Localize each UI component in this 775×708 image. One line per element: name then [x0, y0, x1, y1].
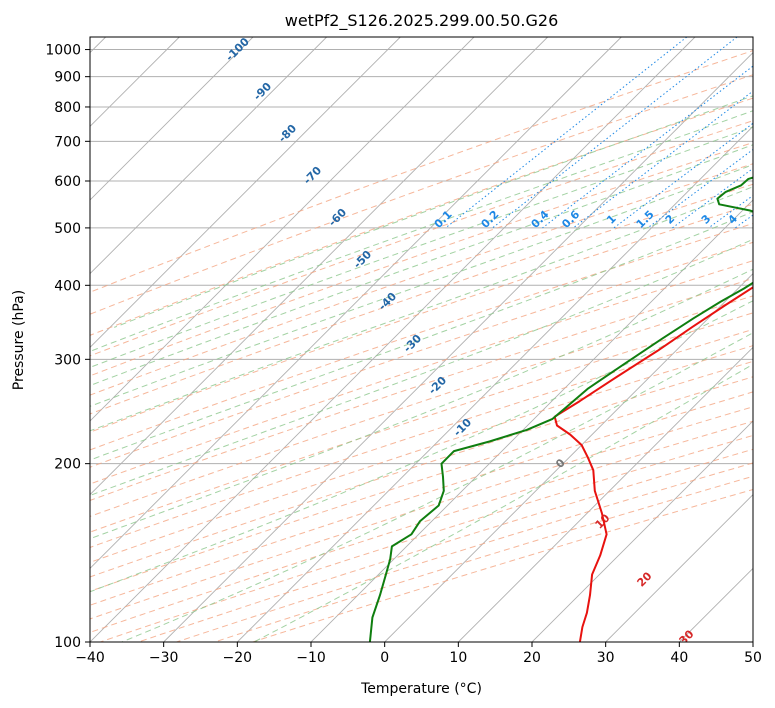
x-tick-label: 50: [744, 650, 762, 666]
temperature-series-line: [553, 286, 753, 642]
mixing-ratio-line: [445, 37, 688, 229]
y-tick-label: 300: [54, 352, 81, 368]
dry-adiabat-line: [138, 448, 753, 642]
isotherm-line: [310, 199, 753, 642]
x-axis: −40 −30 −20 −10 0 10 20 30 40 50: [75, 642, 762, 666]
plot-frame: [89, 36, 754, 643]
moist-adiabat-line: [90, 144, 753, 387]
mixing-ratio-line: [613, 122, 753, 229]
x-tick-label: 30: [597, 650, 615, 666]
isotherm-line: [458, 346, 753, 642]
isotherm-line: [90, 37, 401, 348]
moist-adiabat-line: [90, 268, 753, 540]
y-tick-label: 500: [54, 221, 81, 237]
moist-adiabat-line: [90, 211, 753, 461]
isotherm-line: [163, 52, 753, 642]
y-tick-label: 100: [54, 635, 81, 651]
y-tick-label: 900: [54, 70, 81, 86]
isotherm-line: [384, 273, 753, 642]
isotherm-line: [605, 494, 753, 642]
isotherm-line: [90, 37, 254, 201]
y-tick-label: 800: [54, 100, 81, 116]
moist-adiabat-line: [90, 110, 753, 352]
x-tick-label: 40: [670, 650, 688, 666]
dry-adiabat-line: [90, 345, 753, 563]
x-axis-label: Temperature (°C): [360, 681, 482, 697]
isotherm-line: [90, 37, 548, 496]
y-tick-label: 400: [54, 278, 81, 294]
isotherm-line: [90, 37, 475, 422]
isotherm-line: [531, 420, 753, 642]
chart-title: wetPf2_S126.2025.299.00.50.G26: [285, 11, 559, 31]
moist-adiabat-line: [90, 186, 753, 432]
y-axis: 100 200 300 400 500 600 700 800 900 1000: [45, 43, 90, 651]
moist-adiabat-line: [90, 163, 753, 407]
mixing-ratio-line: [542, 65, 753, 229]
moist-adiabat-line: [253, 363, 753, 642]
isotherm-line: [90, 37, 622, 569]
dry-adiabat-line: [176, 462, 753, 642]
isotherm-line: [90, 37, 327, 275]
dry-adiabat-line: [90, 328, 753, 548]
background-lines: [90, 37, 753, 642]
dry-adiabat-line: [90, 120, 753, 357]
dry-adiabat-line: [252, 488, 753, 642]
y-tick-label: 1000: [45, 43, 81, 59]
x-tick-label: −20: [223, 650, 253, 666]
moist-adiabat-line: [121, 332, 753, 642]
isotherm-line: [90, 37, 696, 642]
x-tick-label: 0: [380, 650, 389, 666]
moist-adiabat-line: [114, 95, 753, 328]
x-tick-label: −40: [75, 650, 105, 666]
y-axis-label: Pressure (hPa): [11, 290, 27, 390]
x-tick-label: −10: [296, 650, 326, 666]
dry-adiabat-line: [90, 97, 753, 336]
y-tick-label: 700: [54, 134, 81, 150]
dry-adiabat-line: [100, 434, 753, 642]
profile-series: [368, 176, 753, 642]
y-tick-label: 600: [54, 174, 81, 190]
moist-adiabat-line: [90, 238, 753, 496]
moist-adiabat-line: [90, 300, 753, 593]
dewpoint-series-line: [368, 176, 753, 642]
moist-adiabat-line: [90, 126, 753, 368]
dry-adiabat-line: [90, 142, 753, 377]
dry-adiabat-line: [90, 50, 753, 293]
dry-adiabat-line: [90, 420, 753, 633]
x-tick-label: 20: [523, 650, 541, 666]
isotherm-line: [237, 125, 753, 642]
dry-adiabat-line: [214, 475, 753, 642]
y-tick-label: 200: [54, 457, 81, 473]
x-tick-label: −30: [149, 650, 179, 666]
x-tick-label: 10: [449, 650, 467, 666]
